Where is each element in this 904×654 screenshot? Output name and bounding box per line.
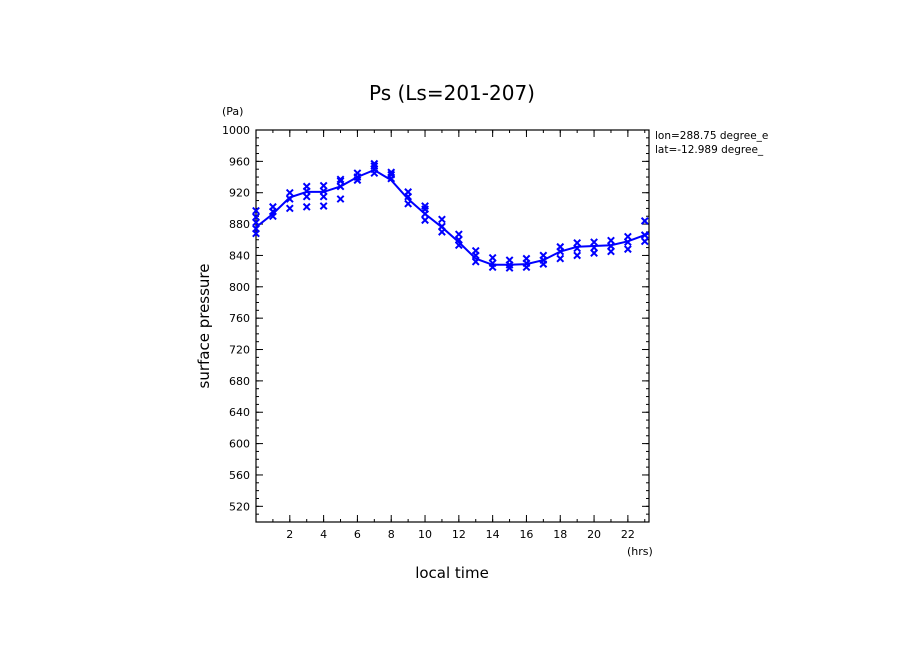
- x-tick-label: 10: [418, 528, 432, 541]
- y-tick-label: 600: [229, 438, 250, 451]
- data-point-x-marker: [252, 224, 260, 233]
- data-point-x-marker: [336, 195, 345, 203]
- data-point-x-marker: [556, 242, 565, 251]
- data-point-x-marker: [438, 215, 446, 224]
- data-point-x-marker: [252, 213, 260, 221]
- x-tick-label: 6: [354, 528, 361, 541]
- data-point-x-marker: [573, 238, 582, 247]
- data-point-x-marker: [590, 238, 598, 247]
- y-tick-label: 640: [229, 406, 250, 419]
- y-unit-label: (Pa): [222, 105, 243, 118]
- data-point-x-marker: [471, 257, 480, 266]
- data-point-x-marker: [471, 246, 480, 255]
- x-tick-label: 20: [587, 528, 601, 541]
- x-tick-label: 8: [388, 528, 395, 541]
- data-point-x-marker: [454, 230, 463, 239]
- x-tick-label: 2: [286, 528, 293, 541]
- y-tick-label: 840: [229, 249, 250, 262]
- y-tick-label: 960: [229, 155, 250, 168]
- data-point-x-marker: [640, 217, 649, 225]
- data-point-x-marker: [302, 202, 311, 211]
- x-unit-label: (hrs): [627, 545, 653, 558]
- y-axis-label: surface pressure: [195, 264, 213, 389]
- data-point-x-marker: [285, 204, 294, 213]
- data-point-x-marker: [421, 202, 429, 210]
- y-tick-label: 680: [229, 375, 250, 388]
- x-tick-label: 4: [320, 528, 327, 541]
- x-tick-label: 12: [452, 528, 466, 541]
- data-point-x-marker: [387, 168, 396, 177]
- data-point-x-marker: [640, 231, 649, 239]
- data-point-x-marker: [522, 254, 531, 263]
- y-tick-label: 800: [229, 281, 250, 294]
- data-point-x-marker: [438, 222, 446, 231]
- data-point-x-marker: [421, 216, 429, 225]
- data-point-x-marker: [319, 181, 328, 190]
- data-point-x-marker: [268, 202, 277, 211]
- data-point-x-marker: [370, 159, 379, 168]
- data-point-x-marker: [539, 251, 548, 260]
- data-point-x-marker: [319, 202, 328, 210]
- data-point-x-marker: [556, 254, 565, 263]
- data-point-x-marker: [285, 188, 294, 197]
- data-point-x-marker: [623, 245, 632, 254]
- x-tick-label: 22: [621, 528, 635, 541]
- y-tick-label: 560: [229, 469, 250, 482]
- data-point-x-marker: [336, 175, 345, 184]
- y-tick-label: 520: [229, 500, 250, 513]
- data-point-x-marker: [505, 256, 514, 265]
- data-point-x-marker: [387, 170, 396, 179]
- data-point-x-marker: [488, 253, 497, 262]
- chart-title: Ps (Ls=201-207): [369, 81, 535, 105]
- data-point-x-marker: [353, 169, 362, 178]
- data-point-x-marker: [370, 162, 379, 170]
- data-point-x-marker: [573, 251, 582, 260]
- data-point-x-marker: [302, 182, 311, 191]
- annotation-lat: lat=-12.989 degree_: [655, 144, 764, 156]
- x-tick-label: 14: [486, 528, 500, 541]
- data-point-x-marker: [336, 177, 345, 185]
- y-tick-label: 1000: [222, 124, 250, 137]
- x-tick-label: 18: [553, 528, 567, 541]
- data-point-x-marker: [285, 195, 294, 203]
- data-point-x-marker: [640, 237, 649, 246]
- data-point-x-marker: [623, 232, 632, 241]
- data-point-x-marker: [252, 206, 260, 215]
- plot-area: 2 4 6 8 10 12 14 16 18 20 22 520 560 600 640 680 720 760 8…: [222, 124, 650, 541]
- x-tick-label: 16: [519, 528, 533, 541]
- annotation-lon: lon=288.75 degree_e: [655, 130, 768, 142]
- series-line: [255, 168, 650, 266]
- data-point-x-marker: [607, 236, 615, 245]
- data-point-x-marker: [404, 188, 413, 196]
- data-point-x-marker: [404, 199, 413, 208]
- y-tick-label: 760: [229, 312, 250, 325]
- y-tick-label: 720: [229, 344, 250, 357]
- y-tick-label: 920: [229, 187, 250, 200]
- plot-frame: [255, 129, 650, 523]
- annotation-clip: [779, 125, 904, 160]
- y-tick-label: 880: [229, 218, 250, 231]
- x-axis-label: local time: [415, 564, 489, 582]
